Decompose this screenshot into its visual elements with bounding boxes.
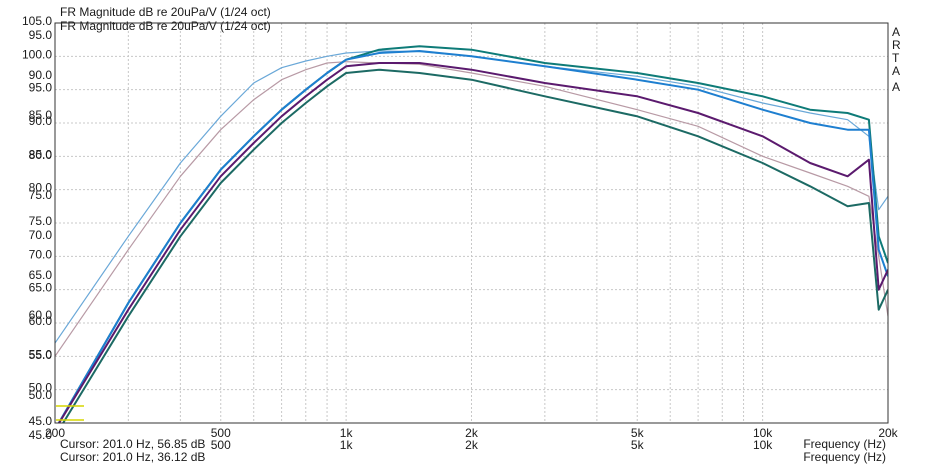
x-tick-label: 2k xyxy=(465,438,479,452)
y-tick-label: 45.0 xyxy=(29,414,53,428)
y-tick-label: 105.0 xyxy=(22,14,52,28)
y-tick-label: 60.0 xyxy=(29,308,53,322)
y-tick-label: 55.0 xyxy=(29,348,53,362)
chart-title-a: FR Magnitude dB re 20uPa/V (1/24 oct) xyxy=(60,5,271,19)
series-line xyxy=(55,61,888,357)
x-tick-label: 500 xyxy=(211,426,231,440)
y-tick-label: 50.0 xyxy=(29,388,53,402)
arta-mark-a1: A xyxy=(892,25,900,39)
y-tick-label: 60.0 xyxy=(29,314,53,328)
y-tick-label: 65.0 xyxy=(29,268,53,282)
x-axis-label-b: Frequency (Hz) xyxy=(803,450,886,464)
x-tick-label: 5k xyxy=(631,438,645,452)
y-tick-label: 70.0 xyxy=(29,228,53,242)
y-tick-label: 80.0 xyxy=(29,181,53,195)
y-tick-label: 70.0 xyxy=(29,247,53,261)
x-tick-label: 20k xyxy=(878,426,898,440)
y-tick-label: 85.0 xyxy=(29,147,53,161)
y-tick-label: 95.0 xyxy=(29,28,53,42)
series-layer xyxy=(55,45,888,423)
y-tick-label: 95.0 xyxy=(29,81,53,95)
x-tick-label: 10k xyxy=(753,438,773,452)
x-tick-label: 1k xyxy=(340,438,354,452)
x-tick-label: 200 xyxy=(45,426,65,440)
y-tick-label: 50.0 xyxy=(29,381,53,395)
x-axis-label-a: Frequency (Hz) xyxy=(803,437,886,451)
chart-title-b: FR Magnitude dB re 20uPa/V (1/24 oct) xyxy=(60,19,271,33)
y-tick-label: 100.0 xyxy=(22,47,52,61)
y-tick-labels: 105.0100.095.090.085.080.075.070.065.060… xyxy=(22,14,52,442)
x-tick-labels: 200 500 1k 2k 5k 10k 20k 500 1k 2k 5k 10k xyxy=(45,426,899,452)
series-line xyxy=(57,50,888,423)
y-tick-label: 80.0 xyxy=(29,148,53,162)
x-tick-label: 2k xyxy=(465,426,479,440)
y-tick-label: 65.0 xyxy=(29,281,53,295)
arta-mark-b: A xyxy=(892,80,900,94)
y-tick-label: 45.0 xyxy=(29,428,53,442)
y-tick-label: 75.0 xyxy=(29,214,53,228)
y-tick-label: 55.0 xyxy=(29,347,53,361)
y-tick-label: 85.0 xyxy=(29,108,53,122)
arta-mark-t: T xyxy=(892,51,900,65)
series-line xyxy=(57,62,888,423)
y-tick-label: 90.0 xyxy=(29,114,53,128)
x-tick-label: 10k xyxy=(753,426,773,440)
cursor-readout-b: Cursor: 201.0 Hz, 36.12 dB xyxy=(60,450,205,464)
cursor-readout-a: Cursor: 201.0 Hz, 56.85 dB xyxy=(60,437,205,451)
x-tick-label: 5k xyxy=(631,426,645,440)
arta-mark-r: R xyxy=(892,38,901,52)
arta-mark-a2: A xyxy=(892,64,900,78)
series-line xyxy=(61,68,888,423)
y-tick-label: 90.0 xyxy=(29,68,53,82)
y-tick-label: 75.0 xyxy=(29,188,53,202)
x-tick-label: 1k xyxy=(340,426,354,440)
plot-frame xyxy=(54,22,889,424)
x-tick-label: 500 xyxy=(211,438,231,452)
